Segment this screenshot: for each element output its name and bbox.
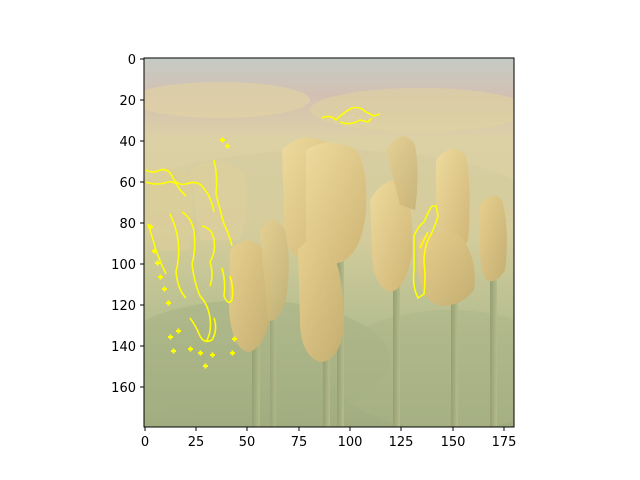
y-axis	[140, 58, 144, 388]
x-axis	[144, 427, 505, 431]
yellow-overlay-markers	[148, 137, 237, 369]
y-tick-label: 140	[111, 340, 136, 355]
x-tick-label: 125	[389, 435, 414, 450]
axes-frame	[143, 57, 515, 428]
x-tick-labels: 0 25 50 75 100 125 150 175	[141, 435, 517, 450]
y-tick-label: 0	[128, 53, 136, 68]
x-tick-label: 0	[141, 435, 149, 450]
y-tick-label: 40	[119, 135, 136, 150]
x-tick-label: 150	[441, 435, 466, 450]
tulip-photo	[144, 58, 514, 427]
y-tick-label: 20	[119, 94, 136, 109]
x-tick-label: 25	[188, 435, 205, 450]
x-tick-label: 75	[291, 435, 308, 450]
y-tick-label: 120	[111, 299, 136, 314]
y-tick-label: 160	[111, 381, 136, 396]
y-tick-label: 60	[119, 176, 136, 191]
y-tick-label: 100	[111, 258, 136, 273]
x-tick-label: 100	[338, 435, 363, 450]
x-tick-label: 50	[239, 435, 256, 450]
y-tick-label: 80	[119, 217, 136, 232]
y-tick-labels: 0 20 40 60 80 100 120 140 160	[111, 53, 136, 396]
x-tick-label: 175	[492, 435, 517, 450]
